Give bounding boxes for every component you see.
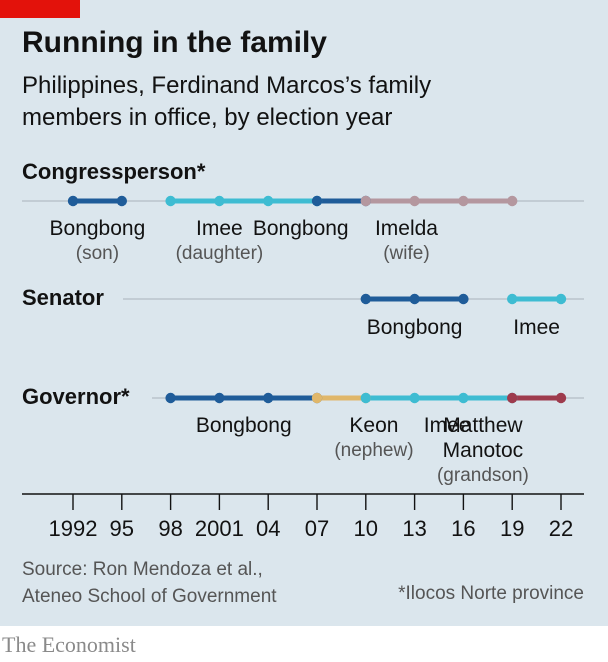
x-tick-label: 07 (305, 516, 329, 541)
term-dot (116, 195, 128, 207)
segment-member-label: Imelda (375, 217, 438, 240)
segment-member-label: Manotoc (443, 439, 524, 462)
term-dot (263, 392, 274, 404)
brand-wordmark: The Economist (2, 632, 136, 657)
source-note: Source: Ron Mendoza et al., Ateneo Schoo… (22, 559, 277, 607)
term-dot (214, 195, 225, 207)
segment-member-label: Bongbong (367, 316, 463, 339)
x-tick-label: 22 (549, 516, 573, 541)
term-dot (409, 195, 420, 207)
chart-subtitle: Philippines, Ferdinand Marcos’s family m… (22, 72, 432, 131)
segment-member-label: Imee (513, 316, 560, 339)
x-tick-label: 95 (110, 516, 134, 541)
segment-relation-label: (son) (76, 243, 119, 264)
segment-member-label: Imee (196, 217, 243, 240)
chart-title: Running in the family (22, 26, 327, 59)
x-tick-label: 04 (256, 516, 280, 541)
x-tick-label: 98 (158, 516, 182, 541)
term-dot (67, 195, 79, 207)
row-label-governor: Governor* (22, 384, 130, 409)
term-dot (458, 195, 469, 207)
brand-red-bar (0, 0, 80, 18)
term-dot (507, 293, 518, 305)
segment-relation-label: (wife) (383, 243, 429, 264)
term-dot (507, 195, 518, 207)
segment-member-label: Keon (349, 414, 398, 437)
footnote: *Ilocos Norte province (398, 583, 584, 604)
term-dot (409, 293, 420, 305)
term-dot (165, 195, 176, 207)
x-tick-label: 19 (500, 516, 524, 541)
term-dot (555, 293, 567, 305)
term-dot (165, 392, 176, 404)
segment-relation-label: (grandson) (437, 465, 529, 486)
term-dot (214, 392, 225, 404)
segment-member-label: Bongbong (253, 217, 349, 240)
term-dot (360, 195, 371, 207)
term-dot (311, 195, 323, 207)
segment-member-label: Bongbong (196, 414, 292, 437)
term-dot (458, 293, 469, 305)
x-tick-label: 2001 (195, 516, 244, 541)
segment-member-label: Matthew (443, 414, 523, 437)
term-dot (263, 195, 274, 207)
term-dot (360, 392, 371, 404)
x-tick-label: 13 (402, 516, 426, 541)
row-label-congressperson: Congressperson* (22, 159, 206, 184)
segment-member-label: Bongbong (50, 217, 146, 240)
segment-relation-label: (daughter) (176, 243, 264, 264)
x-tick-label: 1992 (49, 516, 98, 541)
term-dot (458, 392, 469, 404)
term-dot (507, 392, 518, 404)
chart-panel: Running in the family Philippines, Ferdi… (0, 0, 608, 626)
segment-member-label: Imee (424, 414, 471, 437)
x-tick-label: 16 (451, 516, 475, 541)
term-dot (311, 392, 323, 404)
term-dot (409, 392, 420, 404)
row-label-senator: Senator (22, 285, 104, 310)
term-dot (360, 293, 371, 305)
segment-relation-label: (nephew) (334, 440, 413, 461)
x-tick-label: 10 (354, 516, 378, 541)
term-dot (555, 392, 567, 404)
timeline-chart: Bongbong (son) Imee (daughter) Bongbong Imeld… (22, 195, 584, 541)
